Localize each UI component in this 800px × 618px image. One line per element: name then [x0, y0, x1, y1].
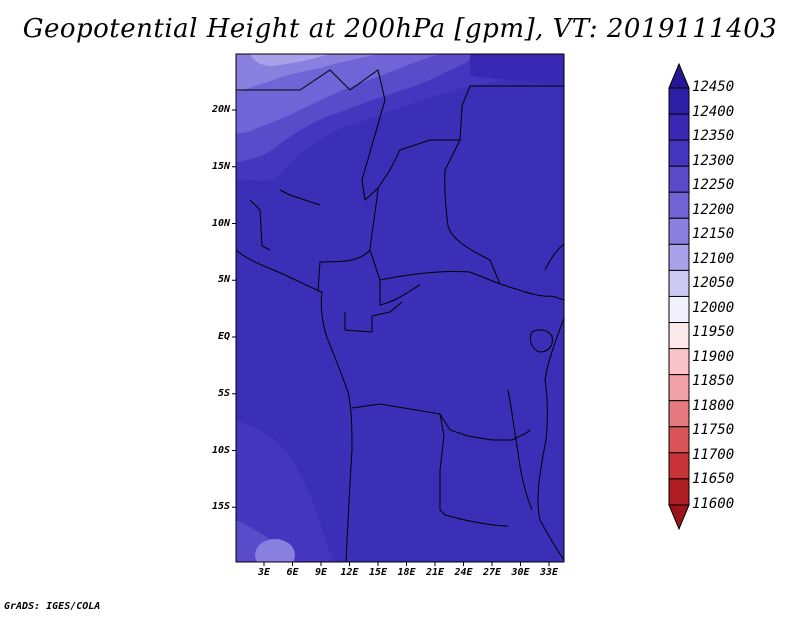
lon-label: 18E	[397, 567, 416, 578]
lon-label: 9E	[314, 567, 328, 578]
colorbar-swatch	[668, 478, 690, 506]
lon-label: 24E	[454, 567, 473, 578]
border-west-small	[249, 189, 321, 251]
lat-label: 10N	[211, 217, 230, 229]
colorbar-level-label: 12150	[692, 226, 735, 243]
border-drc-south	[439, 413, 531, 441]
colorbar-level-label: 12450	[692, 79, 735, 95]
border-angola	[351, 403, 509, 527]
boundary-lines	[236, 69, 564, 562]
lat-label: 5N	[217, 274, 230, 286]
colorbar-swatch	[668, 113, 690, 141]
colorbar-level-label: 11800	[692, 397, 735, 414]
border-sahara	[236, 69, 564, 202]
colorbar-level-label: 12250	[692, 177, 735, 194]
lon-label: 15E	[368, 567, 388, 578]
colorbar-arrow-top	[668, 62, 690, 89]
colorbar-swatch	[668, 139, 690, 167]
lat-label: 15S	[211, 501, 230, 513]
colorbar-level-label: 11700	[692, 446, 735, 463]
colorbar-swatch	[668, 400, 690, 428]
lon-label: 3E	[257, 567, 271, 578]
colorbar-level-label: 12350	[692, 128, 735, 145]
colorbar-level-label: 12200	[692, 201, 735, 218]
lat-label: 15N	[211, 160, 230, 172]
border-drc-north	[379, 280, 421, 306]
colorbar-level-label: 11900	[692, 348, 735, 365]
lon-label: 6E	[286, 567, 299, 578]
colorbar-swatch	[668, 295, 690, 324]
border-great-lakes	[507, 389, 533, 511]
colorbar-level-label: 11600	[692, 495, 735, 512]
lon-label: 30E	[511, 567, 530, 578]
colorbar-swatch	[668, 191, 690, 219]
contour-band-ne	[470, 54, 564, 84]
contour-band-south	[236, 420, 334, 562]
lat-label: EQ	[217, 331, 230, 342]
coastline-west	[236, 249, 353, 562]
contour-band-12450	[250, 54, 330, 66]
colorbar	[668, 62, 690, 531]
lake-victoria	[529, 329, 553, 353]
lon-label: 21E	[425, 567, 445, 578]
map-plot-area	[236, 54, 564, 562]
footer-credit: GrADS: IGES/COLA	[4, 601, 101, 612]
map-title: Geopotential Height at 200hPa [gpm], VT:…	[22, 14, 778, 44]
colorbar-level-label: 12300	[692, 152, 735, 169]
map-border	[235, 53, 565, 563]
colorbar-level-label: 12050	[692, 275, 735, 292]
border-car	[369, 249, 564, 301]
colorbar-level-label: 12400	[692, 103, 735, 120]
colorbar-swatch	[668, 374, 690, 402]
colorbar-level-label: 11950	[692, 324, 735, 341]
coastline-east	[537, 317, 564, 561]
contour-band-south-core	[255, 539, 295, 562]
border-horn	[544, 243, 564, 271]
colorbar-swatch	[668, 426, 690, 454]
lat-label: 20N	[211, 104, 230, 115]
colorbar-swatch	[668, 165, 690, 193]
colorbar-arrow-bottom	[668, 504, 690, 531]
colorbar-swatch	[668, 217, 690, 245]
colorbar-level-label: 12100	[692, 250, 735, 267]
border-drc-west	[344, 301, 403, 333]
colorbar-level-label: 11650	[692, 471, 735, 488]
lat-label: 10S	[211, 444, 230, 456]
colorbar-swatch	[668, 87, 690, 115]
colorbar-swatch	[668, 322, 690, 350]
lon-label: 33E	[539, 567, 559, 578]
colorbar-swatch	[668, 452, 690, 480]
lat-label: 5S	[217, 387, 230, 399]
axis-ticks	[232, 109, 550, 566]
border-sudan	[444, 139, 501, 285]
colorbar-swatch	[668, 348, 690, 376]
colorbar-swatch	[668, 243, 690, 271]
lon-label: 27E	[482, 567, 502, 578]
colorbar-level-label: 11850	[692, 373, 735, 390]
colorbar-level-label: 12000	[692, 299, 735, 316]
colorbar-level-label: 11750	[692, 422, 735, 439]
colorbar-swatch	[668, 269, 690, 297]
lon-label: 12E	[340, 567, 359, 578]
